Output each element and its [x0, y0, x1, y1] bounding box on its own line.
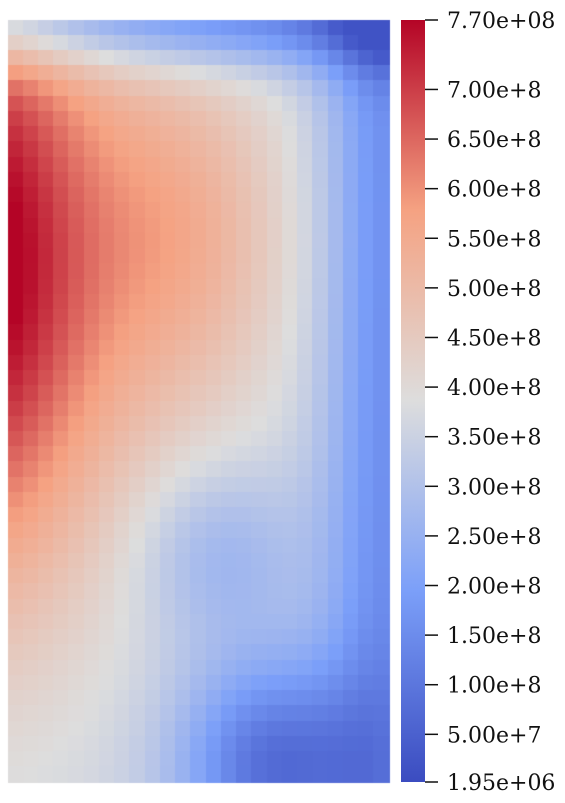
colorbar-tick-label: 6.00e+8 [447, 178, 541, 203]
colorbar-tick-label: 1.95e+06 [447, 771, 555, 796]
colorbar-tick-label: 3.50e+8 [447, 426, 541, 451]
colorbar-tick-label: 1.50e+8 [447, 624, 541, 649]
colorbar-tick-label: 7.70e+08 [447, 9, 555, 34]
colorbar-tick-label: 5.00e+7 [447, 723, 541, 748]
colorbar-tick-label: 5.00e+8 [447, 277, 541, 302]
colorbar-tick-label: 4.50e+8 [447, 326, 541, 351]
colorbar-tick-label: 2.00e+8 [447, 575, 541, 600]
colorbar-tick-label: 6.50e+8 [447, 128, 541, 153]
colorbar-tick-label: 2.50e+8 [447, 525, 541, 550]
colorbar-tick-label: 4.00e+8 [447, 376, 541, 401]
colorbar-tick-label: 7.00e+8 [447, 78, 541, 103]
colorbar-tick-label: 1.00e+8 [447, 674, 541, 699]
colorbar-tick-label: 5.50e+8 [447, 227, 541, 252]
colorbar-tick-label: 3.00e+8 [447, 475, 541, 500]
colorbar-gradient [401, 20, 425, 782]
